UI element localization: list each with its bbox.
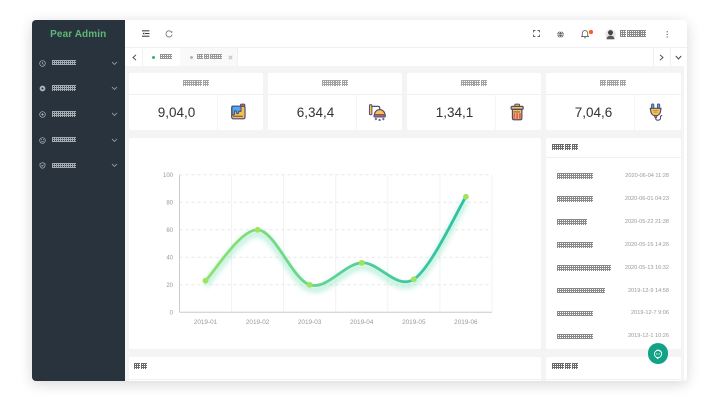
svg-text:60: 60 <box>166 228 173 234</box>
svg-text:20: 20 <box>166 283 173 289</box>
svg-text:2019-03: 2019-03 <box>298 319 322 326</box>
svg-text:2019-01: 2019-01 <box>194 319 218 326</box>
svg-text:0: 0 <box>170 310 174 316</box>
svg-text:100: 100 <box>163 173 174 179</box>
svg-text:2019-06: 2019-06 <box>454 319 478 326</box>
svg-text:2019-05: 2019-05 <box>402 319 426 326</box>
svg-text:80: 80 <box>166 200 173 206</box>
svg-text:2019-02: 2019-02 <box>246 319 270 326</box>
svg-text:40: 40 <box>166 255 173 261</box>
svg-text:2019-04: 2019-04 <box>350 319 374 326</box>
